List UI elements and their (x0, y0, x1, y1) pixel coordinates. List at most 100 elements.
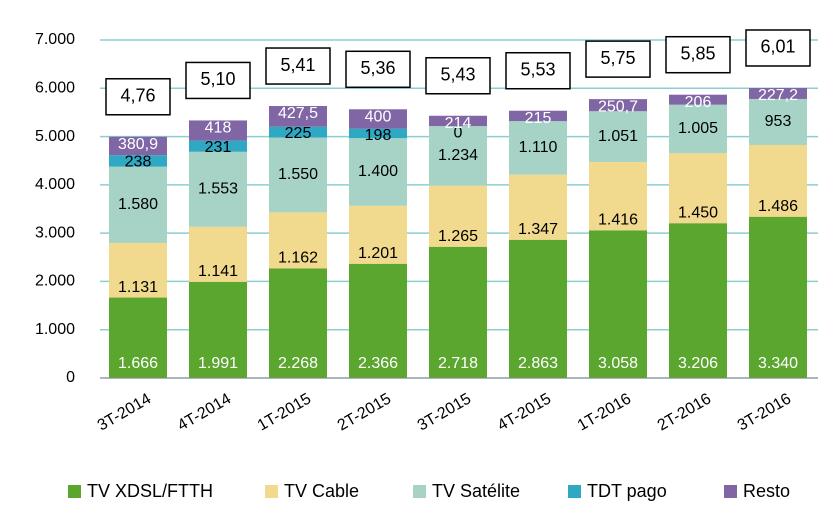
y-tick-label: 4.000 (35, 176, 75, 193)
total-label: 5,41 (280, 55, 315, 75)
bar-segment (349, 205, 407, 264)
legend-label: Resto (743, 481, 790, 501)
data-label: 1.141 (198, 263, 238, 280)
data-label: 2.863 (518, 355, 558, 372)
bar-segment (749, 87, 807, 99)
bar-segment (189, 120, 247, 141)
data-label: 1.450 (678, 204, 718, 221)
legend-label: TV XDSL/FTTH (87, 481, 213, 501)
data-label: 1.051 (598, 128, 638, 145)
data-label: 3.340 (758, 355, 798, 372)
data-label: 1.580 (118, 196, 158, 213)
total-box (665, 35, 731, 74)
total-label: 5,53 (520, 59, 555, 79)
total-box (105, 78, 171, 116)
data-label: 0 (454, 124, 463, 141)
data-label: 1.991 (198, 355, 238, 372)
bar-segment (349, 128, 407, 139)
bar-segment (189, 281, 247, 378)
data-label: 1.110 (519, 139, 558, 156)
bar-segment (509, 121, 567, 175)
bar-segment (669, 223, 727, 378)
bar-segment (109, 242, 167, 298)
total-box (425, 57, 491, 95)
bar-segment (269, 137, 327, 213)
y-tick-label: 1.000 (35, 321, 75, 338)
bar-segment (749, 98, 807, 145)
bar-segment (189, 151, 247, 227)
data-label: 214 (445, 115, 472, 132)
bar-segment (429, 115, 487, 127)
bar-segment (109, 166, 167, 243)
data-label: 1.131 (118, 279, 158, 296)
data-label: 1.162 (278, 250, 318, 267)
data-label: 231 (205, 139, 232, 156)
bar-segment (429, 185, 487, 247)
data-label: 225 (285, 125, 312, 142)
data-label: 215 (525, 110, 552, 127)
total-box (345, 50, 411, 89)
legend-swatch (568, 485, 581, 498)
total-label: 4,76 (120, 86, 155, 106)
bar-segment (669, 104, 727, 154)
data-label: 1.347 (518, 221, 558, 238)
y-tick-label: 3.000 (35, 224, 75, 241)
bar-segment (189, 140, 247, 152)
data-label: 1.400 (358, 163, 398, 180)
bar-segment (669, 94, 727, 105)
data-label: 1.005 (678, 120, 718, 137)
bar-segment (269, 126, 327, 138)
bar-segment (269, 106, 327, 127)
total-label: 6,01 (760, 37, 795, 57)
bar-segment (589, 230, 647, 378)
data-label: 418 (205, 120, 232, 137)
total-box (185, 61, 251, 100)
x-tick-label: 2T-2016 (655, 390, 714, 434)
x-tick-label: 4T-2015 (495, 390, 554, 434)
legend-swatch (265, 485, 278, 498)
bar-segment (349, 263, 407, 378)
bar-segment (509, 239, 567, 378)
bar-segment (589, 161, 647, 231)
data-label: 2.268 (278, 355, 318, 372)
x-tick-label: 1T-2015 (255, 390, 314, 434)
total-box (265, 47, 331, 85)
legend-swatch (724, 485, 737, 498)
total-box (745, 29, 811, 67)
data-label: 1.550 (278, 166, 318, 183)
bar-segment (349, 138, 407, 206)
x-tick-label: 2T-2015 (335, 390, 394, 434)
legend-swatch (68, 485, 81, 498)
bar-segment (509, 174, 567, 240)
bar-segment (269, 268, 327, 378)
bar-segment (429, 126, 487, 186)
data-label: 250,7 (598, 98, 638, 115)
total-box (585, 40, 651, 78)
bar-segment (109, 136, 167, 156)
data-label: 1.553 (198, 180, 238, 197)
total-label: 5,75 (600, 48, 635, 68)
bar-segment (589, 99, 647, 112)
y-tick-label: 0 (66, 369, 75, 386)
y-tick-label: 5.000 (35, 128, 75, 145)
total-label: 5,43 (440, 65, 475, 85)
data-label: 400 (365, 109, 392, 126)
y-tick-label: 7.000 (35, 31, 75, 48)
data-label: 1.416 (598, 212, 638, 229)
x-tick-label: 3T-2015 (415, 390, 474, 434)
x-tick-label: 3T-2014 (95, 390, 154, 434)
data-label: 2.366 (358, 355, 398, 372)
data-label: 1.265 (438, 228, 478, 245)
bar-segment (749, 216, 807, 378)
legend-label: TV Cable (284, 481, 359, 501)
bar-segment (109, 155, 167, 167)
x-tick-label: 4T-2014 (175, 390, 234, 434)
data-label: 380,9 (118, 136, 158, 153)
legend-swatch (413, 485, 426, 498)
total-label: 5,36 (360, 58, 395, 78)
data-label: 2.718 (438, 355, 478, 372)
legend-label: TV Satélite (432, 481, 520, 501)
total-label: 5,85 (680, 43, 715, 63)
data-label: 198 (365, 127, 392, 144)
data-label: 238 (125, 153, 152, 170)
